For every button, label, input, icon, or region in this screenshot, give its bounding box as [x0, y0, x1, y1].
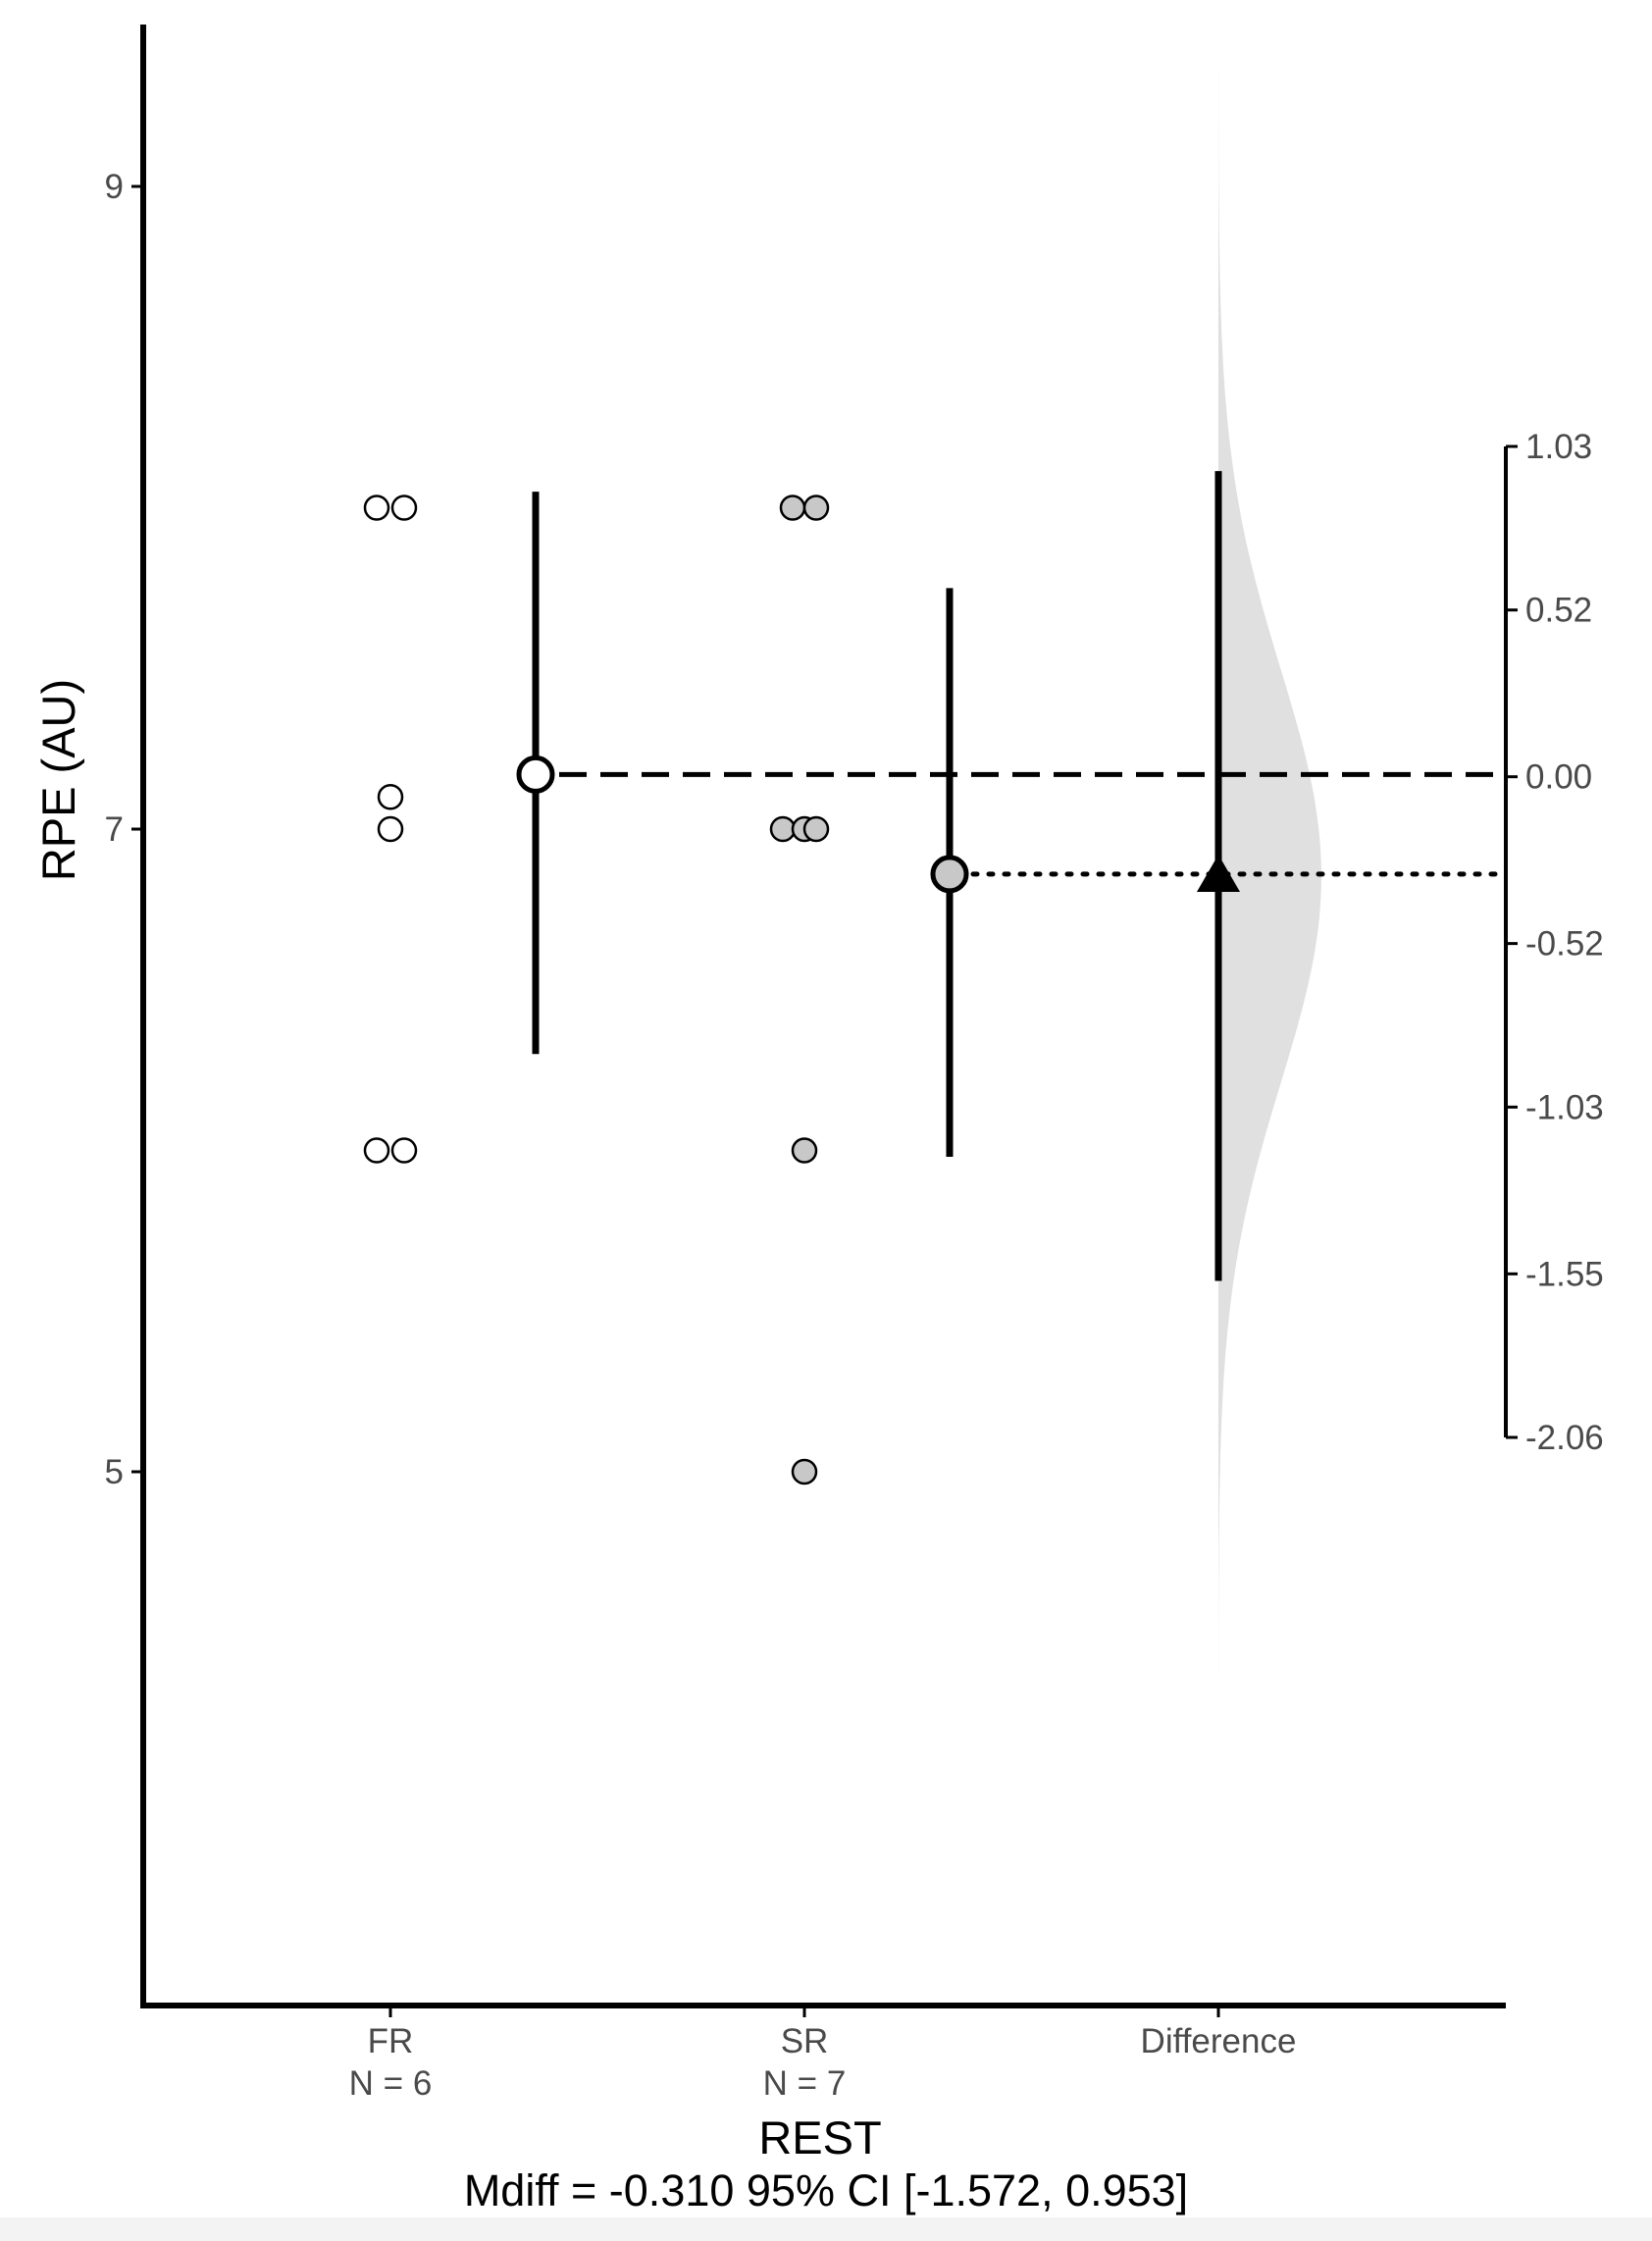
y-tick-label: 5 [105, 1453, 124, 1491]
right-tick-label: 0.52 [1525, 592, 1592, 630]
y-axis-title: RPE (AU) [32, 679, 84, 881]
right-tick-label: 1.03 [1525, 428, 1592, 466]
difference-density [1218, 38, 1321, 1868]
data-point-sr [802, 495, 830, 521]
n-label-fr: N = 6 [349, 2064, 433, 2103]
labels: 5 7 9 1.03 0.52 0.00 -0.52 -1.03 -1.55 -2.06 FR N =… [32, 168, 1604, 2215]
data-point-sr [769, 815, 797, 843]
caption: Mdiff = -0.310 95% CI [-1.572, 0.953] [464, 2165, 1188, 2215]
data-point-fr [390, 495, 418, 521]
right-tick-label: 0.00 [1525, 758, 1592, 797]
mean-point-fr [516, 755, 555, 794]
right-tick-label: -0.52 [1525, 925, 1604, 964]
x-tick-label-sr: SR [781, 2022, 829, 2060]
data-point-sr [791, 1137, 818, 1164]
data-point-fr [363, 495, 390, 521]
data-point-sr [779, 495, 806, 521]
data-point-sr [791, 1458, 818, 1485]
x-tick-label-fr: FR [368, 2022, 414, 2060]
bottom-strip [0, 2217, 1652, 2241]
x-tick-label-difference: Difference [1141, 2022, 1297, 2060]
n-label-sr: N = 7 [763, 2064, 847, 2103]
y-tick-label: 9 [105, 168, 124, 206]
data-point-fr [390, 1137, 418, 1164]
data-point-fr [377, 815, 404, 843]
data-point-fr [377, 784, 404, 810]
axes [131, 25, 1518, 2017]
x-axis-title: REST [758, 2111, 881, 2163]
y-tick-label: 7 [105, 810, 124, 849]
difference-density-curve [1218, 38, 1321, 1868]
data-point-fr [363, 1137, 390, 1164]
mean-point-sr [930, 855, 969, 894]
difference-mean-triangle [1197, 854, 1240, 892]
right-tick-label: -1.03 [1525, 1088, 1604, 1126]
data-marks [363, 471, 1240, 1485]
reference-lines [559, 771, 1509, 877]
data-point-sr [802, 815, 830, 843]
right-tick-label: -2.06 [1525, 1419, 1604, 1457]
right-tick-label: -1.55 [1525, 1255, 1604, 1293]
